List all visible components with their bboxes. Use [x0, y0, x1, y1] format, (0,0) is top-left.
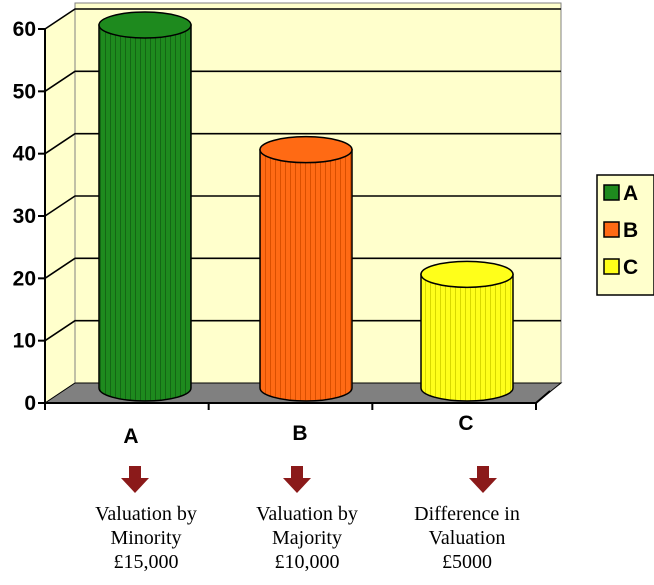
caption-a: Valuation by Minority £15,000	[71, 502, 221, 574]
grid-line	[44, 8, 561, 30]
caption-b-line1: Valuation by	[256, 503, 358, 525]
bar-c	[420, 260, 514, 402]
caption-a-line2: Minority	[110, 527, 182, 549]
bar-body	[420, 273, 514, 402]
bar-body	[98, 24, 192, 402]
legend-label-b: B	[623, 219, 638, 242]
caption-a-line1: Valuation by	[95, 503, 197, 525]
bar-top	[259, 135, 353, 164]
legend: ABC	[596, 174, 654, 296]
bars	[98, 11, 514, 402]
y-tick-label: 20	[13, 267, 36, 290]
bar-body	[259, 148, 353, 402]
x-tick-label: A	[123, 425, 138, 448]
caption-c-line1: Difference in	[414, 503, 520, 525]
y-axis-ticks: 0 10 20 30 40 50 60	[13, 18, 45, 415]
y-tick-label: 0	[24, 392, 36, 415]
x-tick-label: B	[292, 422, 307, 445]
y-tick-label: 40	[13, 143, 36, 166]
caption-b: Valuation by Majority £10,000	[232, 502, 382, 574]
bar-b	[259, 135, 353, 402]
caption-a-line3: £15,000	[113, 551, 179, 573]
y-tick-label: 50	[13, 80, 36, 103]
legend-label-a: A	[623, 182, 638, 205]
down-arrow-icon	[283, 466, 311, 493]
caption-c-line2: Valuation	[428, 527, 506, 549]
y-tick-label: 30	[13, 205, 36, 228]
grid-line	[44, 132, 561, 155]
caption-c: Difference in Valuation £5000	[392, 502, 542, 574]
x-axis-depth-line	[535, 390, 551, 404]
y-tick-label: 10	[13, 330, 36, 353]
caption-b-line3: £10,000	[274, 551, 340, 573]
legend-label-c: C	[623, 256, 638, 279]
bar-a	[98, 11, 192, 402]
legend-swatch-a	[603, 184, 620, 201]
bar-top	[420, 260, 514, 289]
grid-line	[44, 195, 561, 217]
down-arrow-icon	[121, 466, 149, 493]
caption-c-line3: £5000	[442, 551, 492, 573]
grid-line	[44, 319, 561, 342]
y-tick-label: 60	[13, 18, 36, 41]
down-arrow-icon	[469, 466, 497, 493]
legend-swatch-b	[603, 221, 620, 238]
x-tick-label: C	[458, 412, 473, 435]
x-axis-labels: A B C	[123, 412, 473, 448]
grid-lines	[44, 8, 561, 342]
grid-line	[44, 70, 561, 92]
bar-top	[98, 11, 192, 39]
grid-line	[44, 257, 561, 279]
legend-swatch-c	[603, 258, 620, 275]
caption-b-line2: Majority	[272, 527, 342, 549]
